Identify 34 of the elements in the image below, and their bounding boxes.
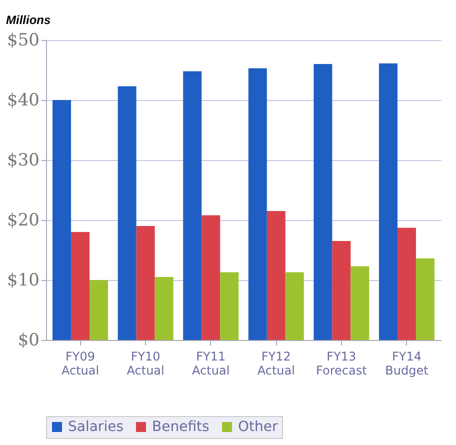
y-tick-label: $50: [7, 30, 40, 50]
bar: [350, 266, 370, 340]
y-tick-label: $40: [7, 90, 40, 110]
bar: [285, 272, 304, 340]
bar: [183, 71, 202, 340]
bar: [378, 63, 398, 340]
bar: [202, 215, 220, 340]
y-axis-title: Millions: [6, 13, 51, 27]
y-tick-label: $20: [7, 210, 40, 230]
bar: [71, 232, 90, 340]
bar: [52, 100, 72, 340]
bar: [314, 64, 332, 340]
bar: [154, 277, 174, 340]
bar: [118, 86, 136, 340]
y-tick-label: $0: [18, 330, 40, 350]
legend-label: Benefits: [152, 419, 210, 435]
bar: [248, 68, 267, 340]
x-tick-label: FY13 Forecast: [316, 350, 368, 378]
y-tick-label: $10: [7, 270, 40, 290]
bar: [416, 258, 434, 340]
bar: [136, 226, 155, 340]
bar: [266, 211, 286, 340]
legend-label: Other: [238, 419, 278, 435]
legend-label: Salaries: [68, 419, 124, 435]
x-tick-label: FY09 Actual: [61, 350, 100, 378]
bar: [90, 280, 108, 340]
x-tick-label: FY10 Actual: [126, 350, 164, 378]
bar: [332, 241, 351, 340]
x-tick-label: FY11 Actual: [192, 350, 230, 378]
x-tick-label: FY12 Actual: [257, 350, 295, 378]
x-tick-label: FY14 Budget: [385, 350, 429, 378]
bar: [220, 272, 239, 340]
bar: [397, 228, 416, 340]
y-tick-label: $30: [7, 150, 40, 170]
